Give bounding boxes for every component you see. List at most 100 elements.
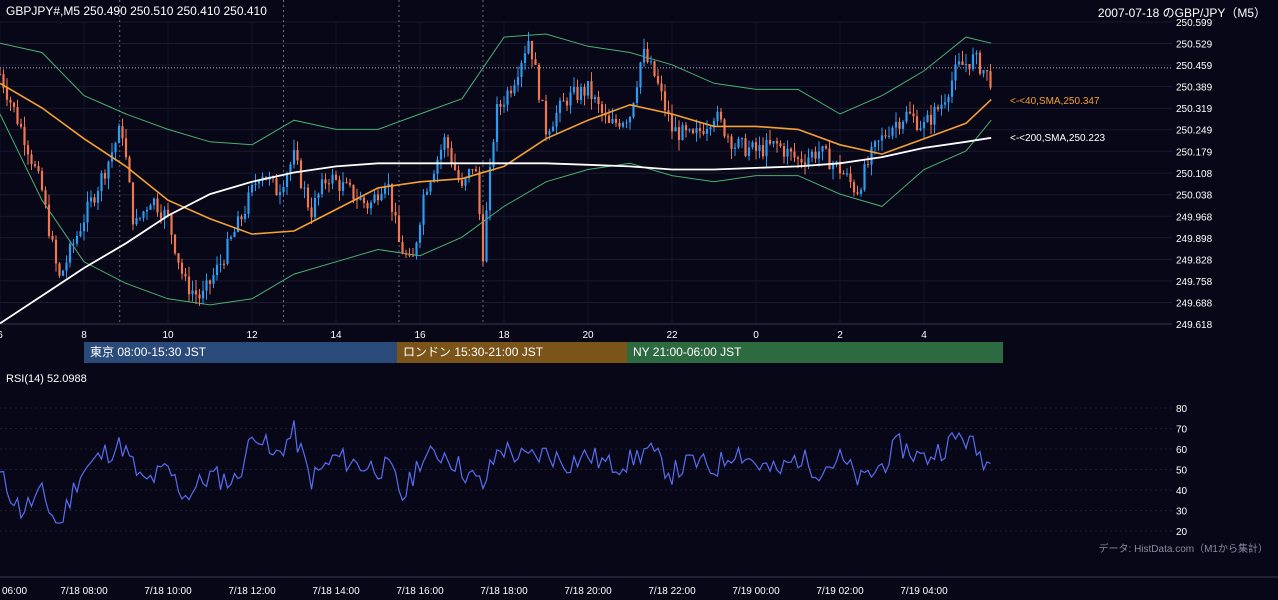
rsi-line [0,420,991,524]
rsi-time-tick-label: 7/18 12:00 [228,586,276,597]
bull-candle [233,232,236,237]
bear-candle [856,192,859,194]
time-tick-label: 12 [246,330,258,341]
bull-candle [639,62,642,88]
bear-candle [544,100,548,135]
rsi-time-tick-label: 7/19 02:00 [816,586,864,597]
bull-candle [247,192,250,214]
bull-candle [621,122,625,127]
bear-candle [19,123,23,127]
price-tick-label: 250.459 [1176,61,1213,72]
bull-candle [709,127,712,130]
bull-candle [516,77,520,86]
bull-candle [635,87,639,103]
bull-candle [877,140,880,142]
bear-candle [362,197,366,203]
bear-candle [457,169,460,181]
bull-candle [625,122,628,124]
bear-candle [989,71,992,88]
bear-candle [376,194,380,201]
bull-candle [905,111,908,122]
bear-candle [12,102,16,108]
bear-candle [296,150,299,161]
bear-candle [2,74,5,88]
bear-candle [47,204,51,236]
rsi-tick-label: 30 [1176,507,1188,518]
bull-candle [436,159,439,174]
bull-candle [250,184,254,193]
session-london: ロンドン 15:30-21:00 JST [397,342,627,363]
bear-candle [306,187,310,208]
bull-candle [79,231,82,236]
price-tick-label: 249.828 [1176,255,1213,266]
bull-candle [303,187,306,189]
bear-candle [660,83,663,92]
price-axis: 250.599 250.529 250.459 250.389 250.319 250.2… [1176,18,1213,331]
bear-candle [684,125,688,131]
symbol-info: GBPJPY#,M5 250.490 250.510 250.410 250.4… [6,4,267,18]
bear-candle [719,111,723,120]
bear-candle [618,122,621,127]
bull-candle [72,243,75,245]
bull-candle [107,161,110,179]
bull-candle [688,129,691,131]
bear-candle [159,212,163,219]
candlesticks [0,31,992,306]
bull-candle [278,192,282,196]
bear-candle [565,100,569,106]
price-tick-label: 249.968 [1176,212,1213,223]
bull-candle [191,290,194,295]
bull-candle [810,151,814,158]
rsi-time-tick-label: 7/18 20:00 [564,586,612,597]
bear-candle [726,136,730,138]
bear-candle [366,202,369,209]
bull-candle [887,135,891,137]
bull-candle [611,118,614,123]
bull-candle [289,164,292,175]
bear-candle [474,169,478,172]
bull-candle [439,149,443,160]
price-tick-label: 249.688 [1176,298,1213,309]
time-tick-label: 4 [921,330,927,341]
bear-candle [240,216,243,220]
bull-candle [579,87,583,101]
bull-candle [215,264,219,276]
bull-candle [751,142,754,148]
bear-candle [187,276,191,295]
bear-candle [334,174,338,180]
bull-candle [432,173,436,182]
rsi-tick-label: 70 [1176,425,1188,436]
sma40-label: <-<40,SMA,250.347 [1010,96,1100,107]
bear-candle [824,146,828,149]
bull-candle [205,280,208,291]
rsi-tick-label: 80 [1176,404,1188,415]
bull-candle [950,80,954,97]
bull-candle [257,180,261,184]
bear-candle [929,114,933,125]
time-tick-label: 8 [81,330,87,341]
bear-candle [849,173,852,183]
bull-candle [282,187,285,193]
bear-candle [968,63,971,70]
bear-candle [509,90,513,94]
bear-candle [93,197,96,203]
bear-candle [9,99,12,103]
bull-candle [873,141,877,147]
bull-candle [926,114,929,122]
rsi-time-tick-label: 7/19 00:00 [732,586,780,597]
sma200-line [0,136,992,325]
bear-candle [345,182,348,184]
bull-candle [135,217,138,225]
bear-candle [401,242,404,254]
bear-candle [789,148,793,152]
bull-candle [422,194,425,225]
time-tick-label: 0 [753,330,759,341]
bull-candle [593,96,597,99]
bull-candle [383,185,387,194]
bear-candle [646,48,649,63]
bull-candle [894,122,898,128]
bull-candle [359,197,362,200]
bear-candle [390,183,394,212]
bull-candle [681,125,684,140]
